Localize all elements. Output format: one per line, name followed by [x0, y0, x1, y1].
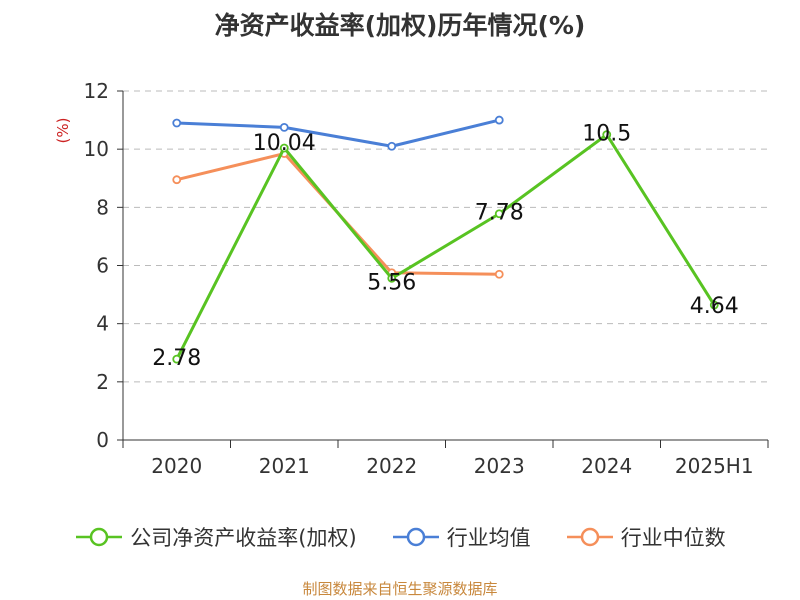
data-point [387, 141, 397, 151]
y-tick-label: 4 [96, 312, 109, 336]
y-tick-label: 6 [96, 254, 109, 278]
chart-title: 净资产收益率(加权)历年情况(%) [214, 11, 586, 40]
axes: 0 2 4 6 8 10 12 (%) 2020 2021 2022 2023 2024 2025H1 [54, 79, 769, 478]
data-labels: 2.78 10.04 5.56 7.78 10.5 4.64 [152, 122, 738, 372]
y-tick-label: 12 [84, 79, 109, 103]
data-point [602, 130, 612, 140]
x-tick-label: 2022 [366, 454, 417, 478]
y-tick-label: 10 [84, 137, 109, 161]
data-label: 2.78 [152, 346, 201, 371]
chart-area: 0 2 4 6 8 10 12 (%) 2020 2021 2022 2023 2024 2025H1 2… [54, 79, 769, 478]
legend-item: 行业中位数 [565, 522, 726, 552]
data-point [279, 143, 289, 153]
legend-label: 行业中位数 [620, 526, 726, 550]
data-point [494, 269, 504, 279]
data-point [279, 122, 289, 132]
y-tick-label: 2 [96, 370, 109, 394]
y-axis-label: (%) [54, 118, 72, 144]
data-point [172, 118, 182, 128]
data-label: 5.56 [367, 270, 416, 295]
x-tick-label: 2020 [151, 454, 202, 478]
series-line [175, 133, 716, 360]
x-tick-label: 2023 [474, 454, 525, 478]
y-tick-label: 0 [96, 428, 109, 452]
data-label: 4.64 [690, 294, 739, 319]
data-point [709, 300, 719, 310]
x-tick-label: 2025H1 [675, 454, 754, 478]
data-point [172, 354, 182, 364]
legend-label: 公司净资产收益率(加权) [130, 526, 357, 550]
data-label: 10.5 [582, 122, 631, 147]
data-point [494, 209, 504, 219]
data-point [172, 175, 182, 185]
data-label: 7.78 [475, 201, 524, 226]
legend-item: 行业均值 [391, 522, 531, 552]
source-note: 制图数据来自恒生聚源数据库 [302, 580, 498, 598]
legend-item: 公司净资产收益率(加权) [74, 522, 357, 552]
legend-label: 行业均值 [446, 526, 531, 550]
legend-marker-icon [76, 527, 123, 547]
data-point [387, 273, 397, 283]
legend-marker-icon [566, 527, 613, 547]
data-point [494, 115, 504, 125]
y-tick-label: 8 [96, 195, 109, 219]
grid [123, 90, 768, 383]
series-line [176, 118, 500, 148]
x-tick-label: 2021 [259, 454, 310, 478]
data-label: 10.04 [253, 131, 316, 156]
plot-series [172, 115, 719, 364]
legend: 公司净资产收益率(加权) 行业均值 行业中位数 [0, 519, 800, 555]
x-tick-label: 2024 [581, 454, 632, 478]
legend-marker-icon [392, 527, 439, 547]
